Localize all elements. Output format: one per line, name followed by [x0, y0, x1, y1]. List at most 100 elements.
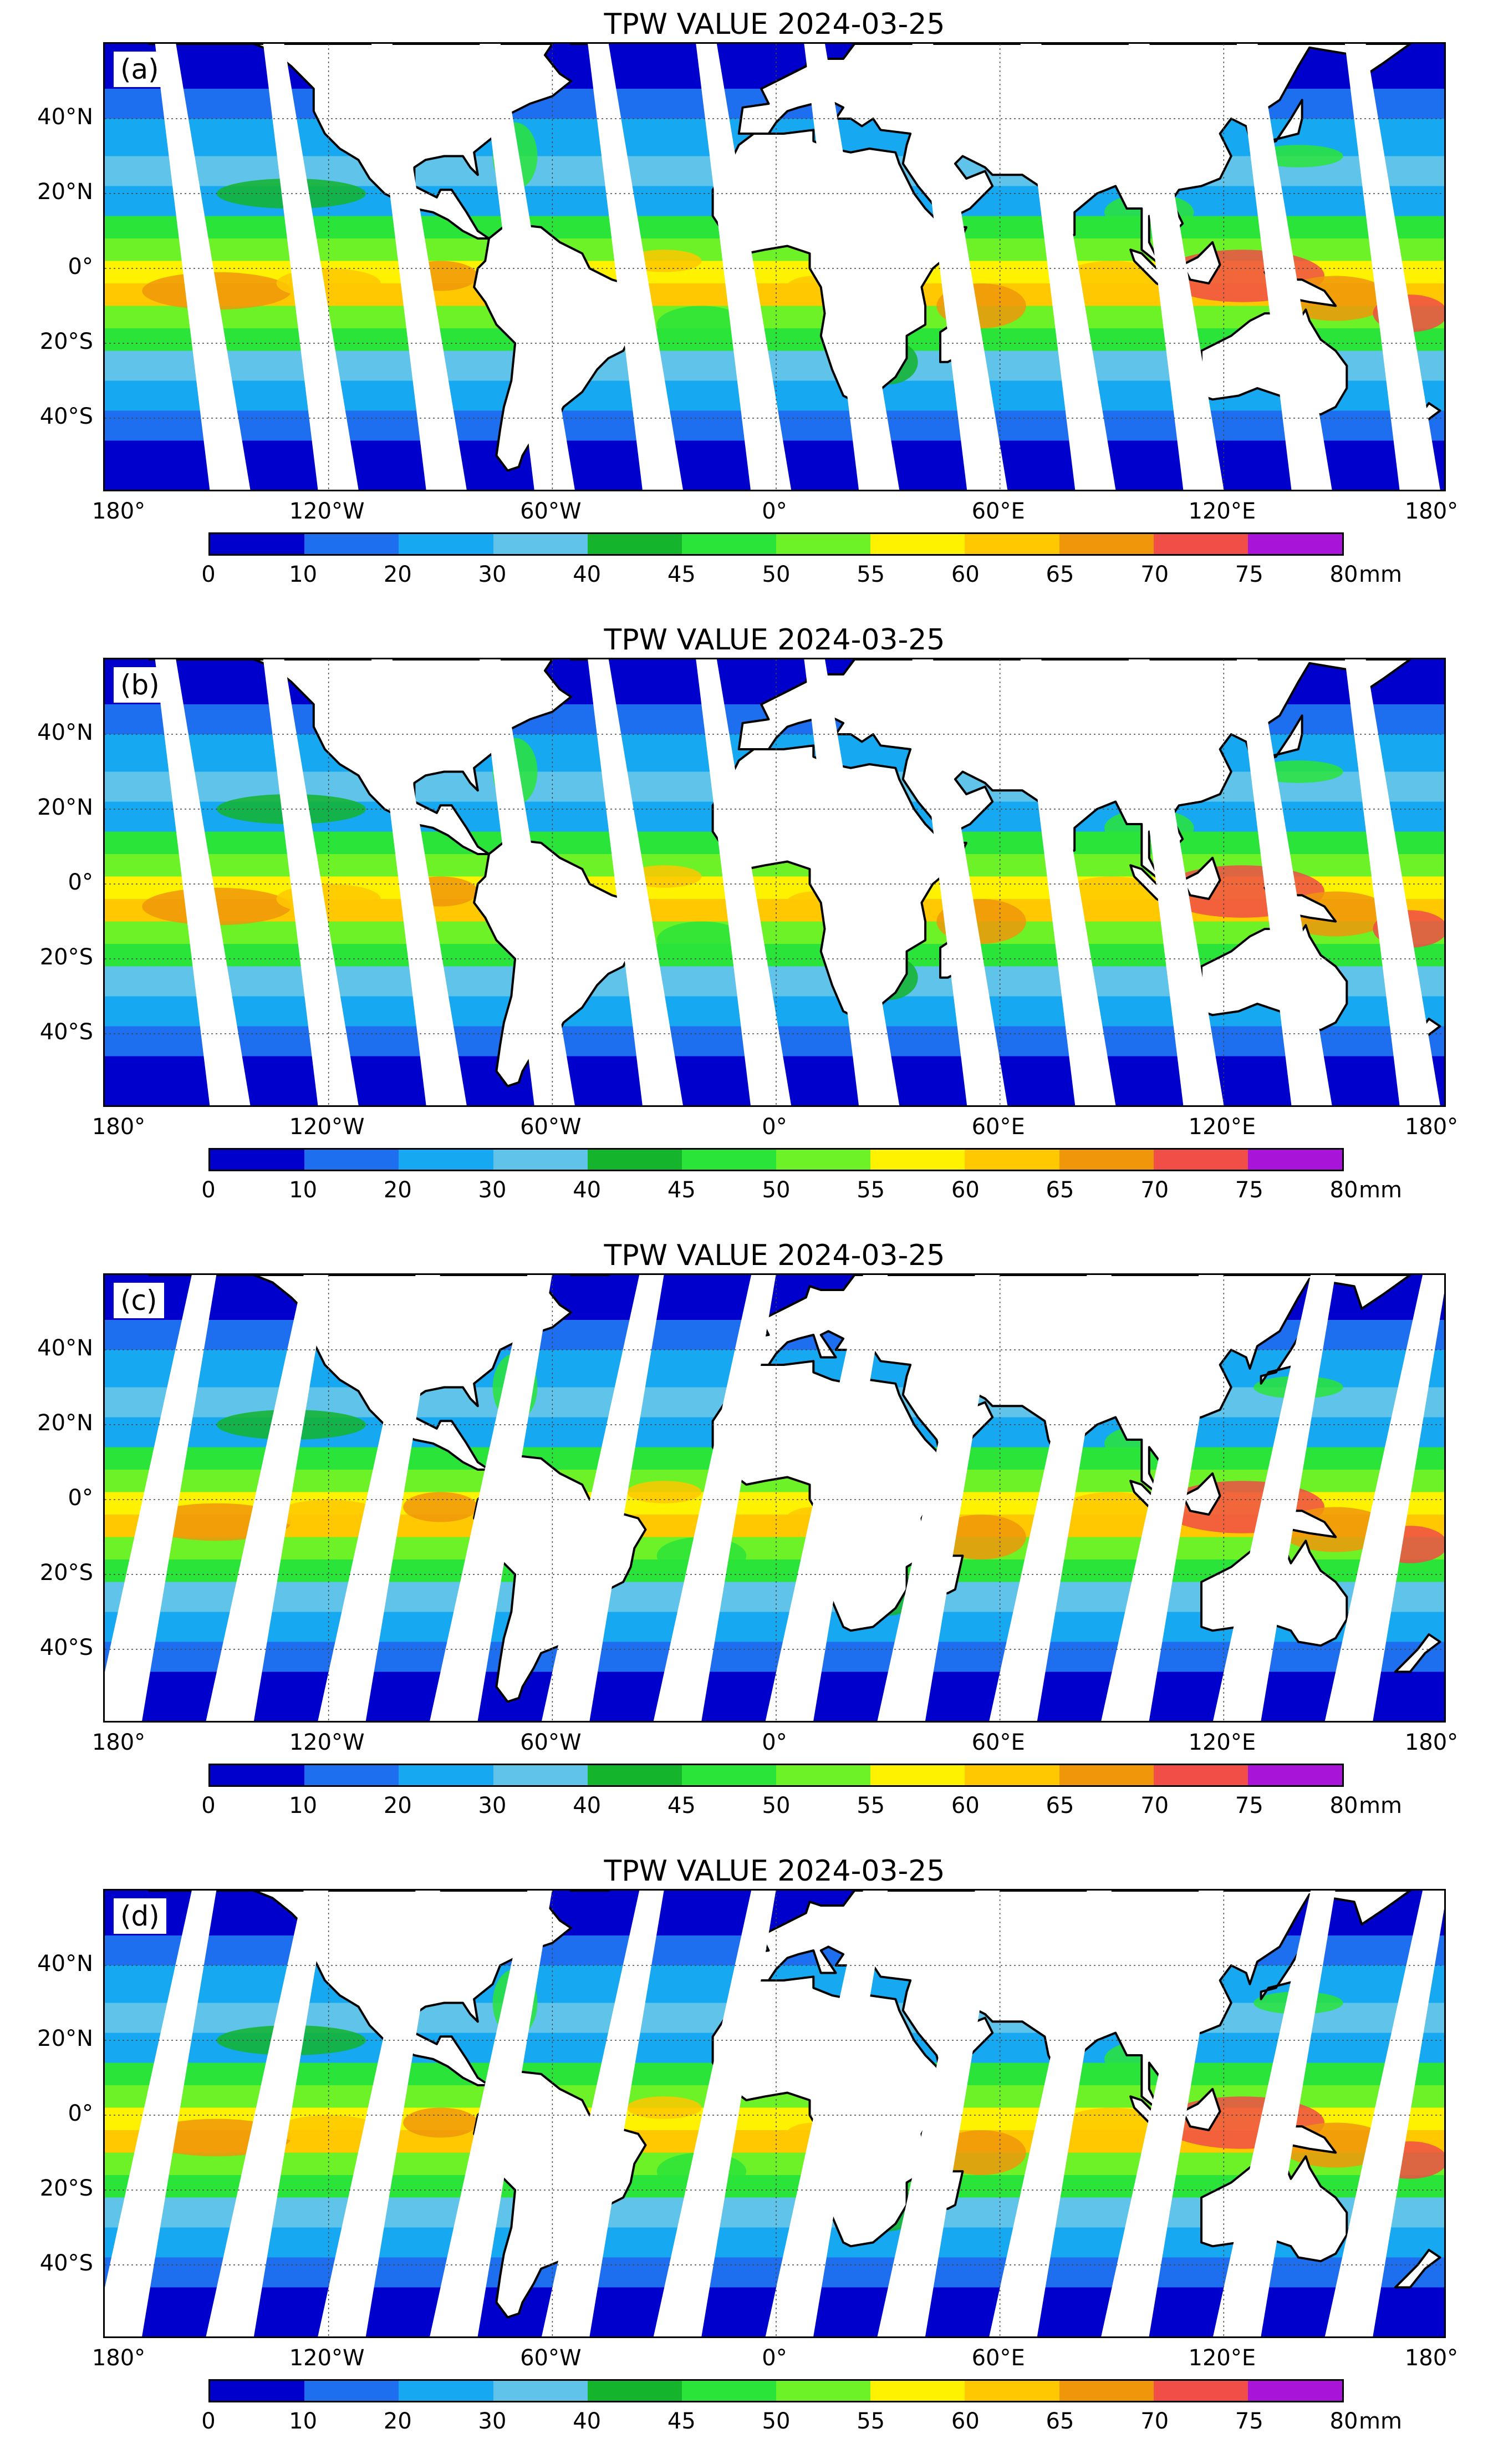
latitude-tick-label: 0° — [68, 1485, 93, 1511]
data-gap-swath — [318, 1891, 440, 2336]
colorbar-segment — [399, 2381, 493, 2401]
latitude-tick-label: 40°N — [37, 1335, 93, 1361]
data-gap-swath — [263, 44, 359, 490]
colorbar-segment — [399, 534, 493, 554]
colorbar-tick-label: 75 — [1235, 562, 1263, 587]
colorbar-tick-label: 20 — [383, 1177, 412, 1203]
colorbar-tick-label: 10 — [289, 562, 318, 587]
longitude-tick-label: 60°W — [520, 1114, 582, 1140]
colorbar-tick-label: 45 — [667, 1177, 696, 1203]
panel-label: (d) — [114, 1898, 166, 1934]
colorbar-segment — [965, 1765, 1059, 1785]
colorbar-tick-label: 80 — [1329, 1793, 1358, 1818]
panel-title: TPW VALUE 2024-03-25 — [604, 623, 945, 657]
colorbar-segment — [210, 1765, 305, 1785]
latitude-tick-label: 20°N — [37, 179, 93, 205]
colorbar-segment — [1059, 534, 1154, 554]
longitude-tick-label: 120°E — [1188, 2345, 1256, 2371]
colorbar-segment — [1153, 2381, 1248, 2401]
data-gap-swath — [1101, 1275, 1224, 1721]
latitude-tick-label: 20°S — [39, 944, 93, 970]
colorbar-tick-label: 65 — [1046, 1793, 1074, 1818]
latitude-tick-label: 0° — [68, 2101, 93, 2126]
tpw-field — [105, 1891, 1444, 2336]
panel-c: TPW VALUE 2024-03-25 (c) 40°N 20°N 0° 20°S 40°… — [0, 1231, 1488, 1847]
tpw-band — [105, 2257, 1444, 2288]
colorbar-segment — [776, 534, 871, 554]
colorbar-tick-label: 60 — [951, 1793, 980, 1818]
colorbar-tick-label: 75 — [1235, 2409, 1263, 2434]
latitude-tick-label: 20°S — [39, 2176, 93, 2201]
colorbar-segment — [210, 534, 305, 554]
data-gap-swath — [765, 1891, 888, 2336]
colorbar-segment — [304, 1765, 399, 1785]
data-gap-swath — [1344, 659, 1440, 1105]
colorbar-tick-label: 0 — [201, 1793, 216, 1818]
colorbar-tick-label: 40 — [573, 1177, 602, 1203]
data-gap-swath — [318, 1275, 440, 1721]
colorbar-tick-label: 10 — [289, 1177, 318, 1203]
data-gap-swath — [1236, 659, 1332, 1105]
panel-b: TPW VALUE 2024-03-25 (b) 40°N 20°N 0° 20°S 40°… — [0, 616, 1488, 1231]
latitude-tick-label: 0° — [68, 254, 93, 280]
longitude-tick-label: 180° — [1404, 1114, 1459, 1140]
colorbar-segment — [776, 1150, 871, 1170]
land-mass — [1394, 2249, 1441, 2289]
tpw-moisture-blob — [656, 921, 747, 959]
colorbar-segment — [1247, 1150, 1343, 1170]
land-mass — [1394, 1633, 1441, 1673]
data-gap-swath — [696, 659, 792, 1105]
tpw-moisture-blob — [1056, 261, 1168, 306]
longitude-tick-label: 60°W — [520, 499, 582, 524]
colorbar — [208, 532, 1344, 556]
data-gap-swath — [877, 1275, 1000, 1721]
colorbar-tick-label: 65 — [1046, 562, 1074, 587]
longitude-tick-label: 60°W — [520, 2345, 582, 2371]
colorbar-tick-label: 80 — [1329, 2409, 1358, 2434]
colorbar-segment — [587, 1765, 682, 1785]
colorbar-unit: mm — [1359, 562, 1402, 587]
data-gap-swath — [430, 1891, 552, 2336]
colorbar-segment — [870, 534, 965, 554]
data-gap-swath — [653, 1891, 776, 2336]
colorbar-segment — [587, 534, 682, 554]
tpw-band — [105, 1537, 1444, 1559]
panel-label: (b) — [114, 667, 166, 703]
colorbar-segment — [304, 534, 399, 554]
data-gap-swath — [105, 1891, 217, 2336]
colorbar-segment — [965, 534, 1059, 554]
tpw-moisture-blob — [656, 306, 747, 343]
colorbar-segment — [399, 1150, 493, 1170]
tpw-moisture-blob — [626, 2096, 702, 2119]
colorbar-segment — [304, 1150, 399, 1170]
data-gap-swath — [105, 1275, 217, 1721]
tpw-moisture-blob — [403, 1492, 478, 1522]
colorbar — [208, 2379, 1344, 2402]
colorbar-tick-label: 65 — [1046, 1177, 1074, 1203]
colorbar-segment — [399, 1765, 493, 1785]
colorbar-tick-label: 30 — [478, 2409, 507, 2434]
data-gap-swath — [588, 659, 683, 1105]
colorbar-unit: mm — [1359, 1177, 1402, 1203]
land-mass — [737, 659, 1411, 882]
latitude-tick-label: 20°N — [37, 2026, 93, 2051]
data-gap-swath — [912, 659, 1008, 1105]
colorbar-tick-label: 45 — [667, 1793, 696, 1818]
tpw-moisture-blob — [1056, 876, 1168, 922]
panel-title: TPW VALUE 2024-03-25 — [604, 1239, 945, 1272]
colorbar-tick-label: 45 — [667, 562, 696, 587]
data-gap-swath — [1101, 1891, 1224, 2336]
colorbar-tick-label: 55 — [857, 2409, 885, 2434]
colorbar — [208, 1764, 1344, 1787]
data-gap-swath — [480, 659, 575, 1105]
tpw-field — [105, 1275, 1444, 1721]
colorbar-segment — [587, 1150, 682, 1170]
colorbar-tick-label: 0 — [201, 2409, 216, 2434]
colorbar — [208, 1148, 1344, 1171]
tpw-moisture-blob — [626, 1481, 702, 1503]
data-gap-swath — [1020, 659, 1116, 1105]
latitude-tick-label: 20°N — [37, 795, 93, 820]
longitude-tick-label: 180° — [91, 499, 146, 524]
colorbar-tick-label: 80 — [1329, 1177, 1358, 1203]
colorbar-tick-label: 75 — [1235, 1177, 1263, 1203]
